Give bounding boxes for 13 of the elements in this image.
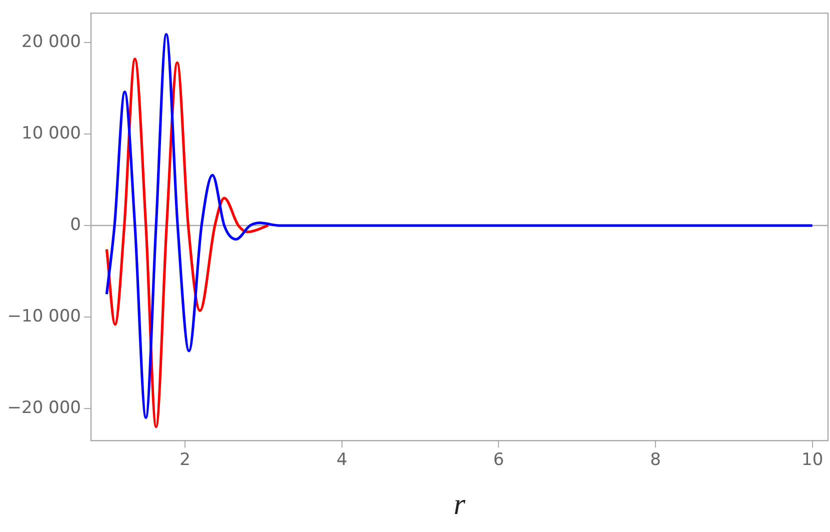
x-tick-label: 10 (802, 450, 824, 470)
y-tick-label: −20 000 (7, 398, 81, 418)
line-series (105, 32, 814, 420)
x-axis-title: r (454, 488, 466, 521)
x-tick-label: 2 (180, 450, 190, 470)
x-tick-label: 6 (493, 450, 504, 470)
x-tick-label: 8 (650, 450, 661, 470)
x-tick-label: 4 (336, 450, 348, 470)
y-tick-label: 0 (70, 214, 81, 235)
y-tick-label: 10 000 (22, 123, 81, 144)
y-tick-label: 20 000 (22, 32, 81, 52)
y-tick-label: −10 000 (7, 306, 81, 326)
line-series (105, 58, 270, 428)
